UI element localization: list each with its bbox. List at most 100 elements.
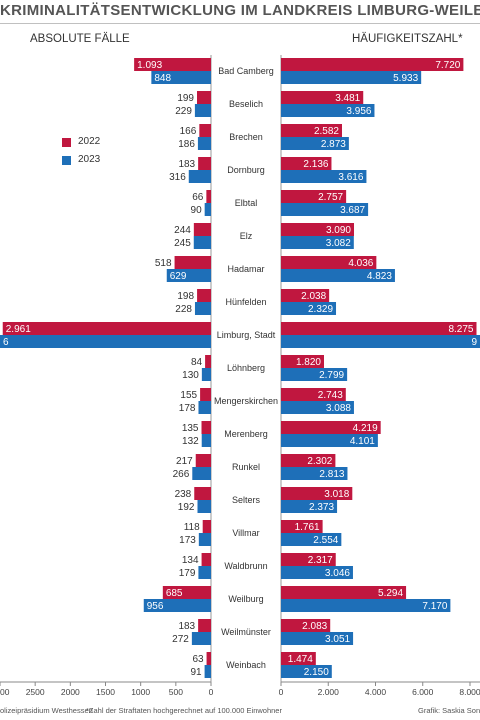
bar-frequency-2022 [281,124,342,137]
category-label: Hadamar [227,264,264,274]
bar-frequency-2023 [281,335,480,348]
bar-absolute-2022 [194,487,211,500]
left-tick-label: 1500 [96,687,115,697]
footer-credit: Grafik: Saskia Sonneb [418,706,480,715]
bar-absolute-2023 [193,236,211,249]
category-label: Löhnberg [227,363,265,373]
bar-frequency-2023 [281,71,422,84]
bar-frequency-2023 [281,500,338,513]
right-panel-heading: HÄUFIGKEITSZAHL* [352,33,463,45]
value-label-frequency-2022: 4.036 [348,258,373,269]
bar-absolute-2023 [143,599,211,612]
value-label-frequency-2023: 2.329 [308,304,333,315]
bar-frequency-2022 [281,322,477,335]
category-label: Villmar [232,528,259,538]
bar-frequency-2022 [281,652,316,665]
value-label-frequency-2023: 3.046 [325,568,350,579]
bar-absolute-2022 [198,619,211,632]
value-label-absolute-2023: 130 [182,370,199,381]
category-label: Weilmünster [221,627,271,637]
bar-frequency-2022 [281,388,346,401]
bar-frequency-2023 [281,269,395,282]
value-label-absolute-2023: 132 [182,436,199,447]
value-label-absolute-2022: 199 [177,93,194,104]
value-label-absolute-2023: 91 [190,667,202,678]
bar-frequency-2022 [281,223,355,236]
bar-absolute-2022 [2,322,212,335]
bar-absolute-2023 [0,335,211,348]
value-label-frequency-2022: 2.757 [318,192,343,203]
left-tick-label: 500 [169,687,183,697]
bar-frequency-2022 [281,190,347,203]
footer-note: *Zahl der Straftaten hochgerechnet auf 1… [86,706,282,715]
value-label-absolute-2023: 272 [172,634,189,645]
value-label-absolute-2022: 134 [182,555,199,566]
value-label-absolute-2023: 186 [178,139,195,150]
category-label: Dornburg [227,165,265,175]
category-label: Weinbach [226,660,266,670]
bar-absolute-2022 [174,256,211,269]
category-label: Runkel [232,462,260,472]
bar-absolute-2023 [191,632,211,645]
category-label: Brechen [229,132,263,142]
chart-title: KRIMINALITÄTSENTWICKLUNG IM LANDKREIS LI… [0,2,480,19]
bar-absolute-2023 [204,203,211,216]
bar-frequency-2022 [281,58,464,71]
bar-frequency-2022 [281,91,364,104]
bar-frequency-2023 [281,566,353,579]
bar-absolute-2022 [162,586,211,599]
category-label: Weilburg [228,594,263,604]
value-label-absolute-2022: 183 [178,159,195,170]
bar-absolute-2023 [198,533,211,546]
bar-frequency-2023 [281,401,354,414]
value-label-frequency-2023: 3.687 [340,205,365,216]
bar-absolute-2023 [201,434,211,447]
value-label-absolute-2023: 173 [179,535,196,546]
value-label-absolute-2023: 192 [178,502,195,513]
bar-absolute-2022 [197,91,211,104]
bar-frequency-2023 [281,467,348,480]
bar-absolute-2022 [201,421,211,434]
bar-frequency-2022 [281,355,324,368]
bar-absolute-2023 [204,665,211,678]
category-label: Selters [232,495,261,505]
value-label-frequency-2022: 2.302 [307,456,332,467]
value-label-frequency-2023: 2.150 [304,667,329,678]
value-label-absolute-2022: 63 [192,654,204,665]
value-label-absolute-2022: 183 [178,621,195,632]
category-label: Mengerskirchen [214,396,278,406]
left-tick-label: 2000 [61,687,80,697]
value-label-frequency-2022: 2.582 [314,126,339,137]
bar-frequency-2023 [281,170,367,183]
bar-frequency-2022 [281,454,336,467]
value-label-absolute-2022: 2.961 [6,324,31,335]
value-label-frequency-2023: 2.813 [319,469,344,480]
bar-absolute-2022 [193,223,211,236]
bar-frequency-2022 [281,256,377,269]
bar-absolute-2022 [134,58,211,71]
bar-absolute-2022 [206,652,211,665]
value-label-absolute-2023: 179 [179,568,196,579]
value-label-absolute-2022: 66 [192,192,204,203]
right-tick-label: 2.000 [318,687,340,697]
value-label-absolute-2022: 244 [174,225,191,236]
value-label-absolute-2023: 848 [154,73,171,84]
value-label-absolute-2022: 1.093 [137,60,162,71]
category-label: Beselich [229,99,263,109]
left-panel-heading: ABSOLUTE FÄLLE [30,33,130,45]
category-label: Elbtal [235,198,258,208]
bar-frequency-2023 [281,137,349,150]
bar-absolute-2022 [202,520,211,533]
value-label-frequency-2023: 4.101 [350,436,375,447]
bar-absolute-2023 [194,302,211,315]
value-label-absolute-2023: 629 [170,271,187,282]
value-label-absolute-2023: 178 [179,403,196,414]
value-label-absolute-2023: 90 [191,205,203,216]
bar-absolute-2023 [197,500,211,513]
value-label-absolute-2023: 228 [175,304,192,315]
category-label: Merenberg [224,429,268,439]
bar-absolute-2023 [151,71,211,84]
value-label-frequency-2022: 2.743 [318,390,343,401]
value-label-absolute-2023: 316 [169,172,186,183]
bar-frequency-2023 [281,434,378,447]
